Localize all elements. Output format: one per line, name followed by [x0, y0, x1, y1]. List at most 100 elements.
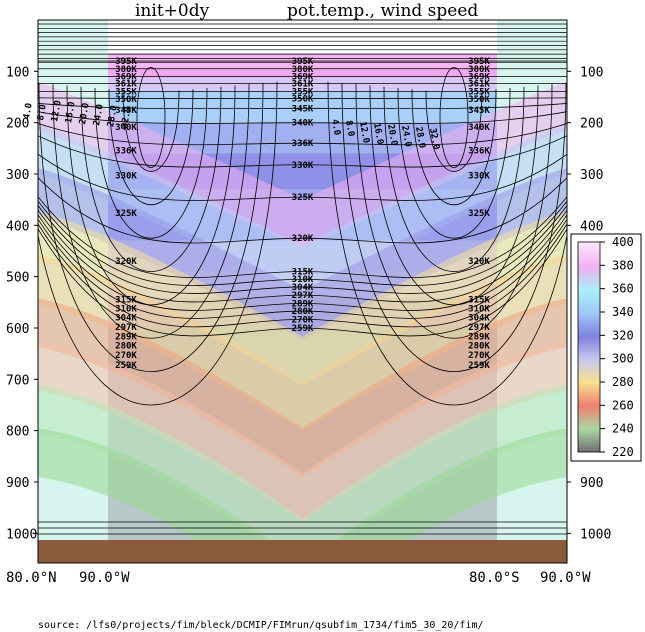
wind-speed-contours [38, 67, 567, 406]
wind-label: 24.0 [92, 103, 106, 126]
theta-label-left: 310K [115, 305, 137, 315]
theta-label-right: 336K [468, 147, 490, 157]
theta-label-right: 315K [468, 296, 490, 306]
theta-label-right: 340K [468, 123, 490, 133]
theta-label-left: 336K [115, 147, 137, 157]
wind-label: 12.0 [357, 121, 371, 144]
theta-band-side [302, 168, 567, 340]
theta-isoline [38, 205, 567, 294]
theta-isoline [38, 153, 567, 201]
theta-band-side [302, 211, 567, 386]
theta-label-right: 369K [468, 72, 490, 82]
theta-label: 395K [292, 57, 314, 67]
theta-label-right: 320K [468, 257, 490, 267]
theta-label-left: 304K [115, 313, 137, 323]
theta-label: 304K [292, 283, 314, 293]
theta-isoline [38, 219, 567, 319]
x-label-right-lat: 80.0°S [469, 570, 520, 586]
chart-title-right: pot.temp., wind speed [287, 1, 478, 21]
wind-contour [66, 85, 236, 306]
wind-contour [38, 82, 264, 373]
colorbar-tick-label: 260 [612, 398, 634, 412]
colorbar-tick-label: 240 [612, 422, 634, 436]
theta-label-left: 259K [115, 361, 137, 371]
theta-label-left: 289K [115, 333, 137, 343]
theta-label-right: 325K [468, 209, 490, 219]
theta-label-left: 355K [115, 87, 137, 97]
theta-label: 320K [292, 234, 314, 244]
theta-band-side [335, 428, 567, 540]
colorbar-gradient [577, 241, 601, 453]
theta-label-left: 325K [115, 209, 137, 219]
theta-label: 289K [292, 299, 314, 309]
y-tick-label: 900 [6, 476, 29, 491]
wind-label: 24.0 [399, 125, 413, 148]
theta-isoline [38, 228, 567, 337]
wind-label: 32.0 [427, 127, 441, 150]
plot-frame [37, 19, 568, 564]
wind-contour [52, 84, 250, 339]
wind-label: 32.0 [120, 106, 134, 129]
theta-label: 369K [292, 72, 314, 82]
y-tick-label-right: 900 [580, 476, 603, 491]
theta-label-right: 380K [468, 65, 490, 75]
theta-label-right: 270K [468, 351, 490, 361]
y-tick-label: 300 [6, 168, 29, 183]
wind-contour [425, 90, 483, 172]
y-tick-label-right: 1000 [580, 527, 611, 542]
colorbar-tick-label: 300 [612, 352, 634, 366]
wind-label: 28.0 [413, 126, 427, 149]
theta-label-right: 345K [468, 106, 490, 116]
wind-label: 4.0 [22, 102, 35, 120]
theta-label-left: 315K [115, 296, 137, 306]
theta-band-side [38, 124, 303, 295]
theta-label-left: 345K [115, 106, 137, 116]
theta-color-bands [38, 20, 567, 540]
theta-isoline [38, 177, 567, 244]
wind-label: 16.0 [64, 101, 78, 124]
theta-isoline [38, 123, 567, 146]
wind-contour [80, 86, 222, 272]
theta-label: 310K [292, 275, 314, 285]
theta-isoline [38, 209, 567, 303]
theta-label-right: 355K [468, 87, 490, 97]
theta-label-right: 330K [468, 172, 490, 182]
wind-label: 8.0 [36, 104, 49, 122]
wind-contour [397, 88, 511, 239]
theta-label: 345K [292, 104, 314, 114]
theta-label: 315K [292, 268, 314, 278]
theta-label-left: 395K [115, 57, 137, 67]
colorbar-tick-label: 380 [612, 258, 634, 272]
y-tick-label: 700 [6, 373, 29, 388]
y-tick-label: 600 [6, 322, 29, 337]
x-label-right-lon: 90.0°W [540, 570, 591, 586]
theta-isolines [38, 60, 567, 337]
theta-label: 340K [292, 119, 314, 129]
theta-label: 259K [292, 324, 314, 334]
y-tick-label: 1000 [6, 527, 37, 542]
theta-label-left: 380K [115, 65, 137, 75]
theta-band [108, 53, 497, 68]
wind-labels: 4.0 8.0 12.0 16.0 20.0 24.0 28.0 32.0 4.0 8.0 12.0… [22, 100, 441, 151]
wind-contour [122, 90, 180, 172]
theta-label: 325K [292, 193, 314, 203]
y-tick-label: 400 [6, 219, 29, 234]
theta-label-left: 270K [115, 351, 137, 361]
theta-label-right: 304K [468, 313, 490, 323]
theta-label: 361K [292, 80, 314, 90]
theta-label-right: 259K [468, 361, 490, 371]
chart-title-left: init+0dy [135, 1, 210, 21]
wind-label: 20.0 [78, 102, 92, 125]
theta-label-right: 350K [468, 95, 490, 105]
theta-isoline [38, 196, 567, 278]
wind-contour [341, 82, 567, 373]
theta-label-left: 369K [115, 72, 137, 82]
theta-label: 350K [292, 95, 314, 105]
theta-label-left: 320K [115, 257, 137, 267]
model-level-lines [38, 23, 567, 535]
theta-band-side [38, 385, 303, 540]
theta-label: 355K [292, 87, 314, 97]
theta-band [108, 67, 497, 78]
theta-isoline [38, 214, 567, 311]
